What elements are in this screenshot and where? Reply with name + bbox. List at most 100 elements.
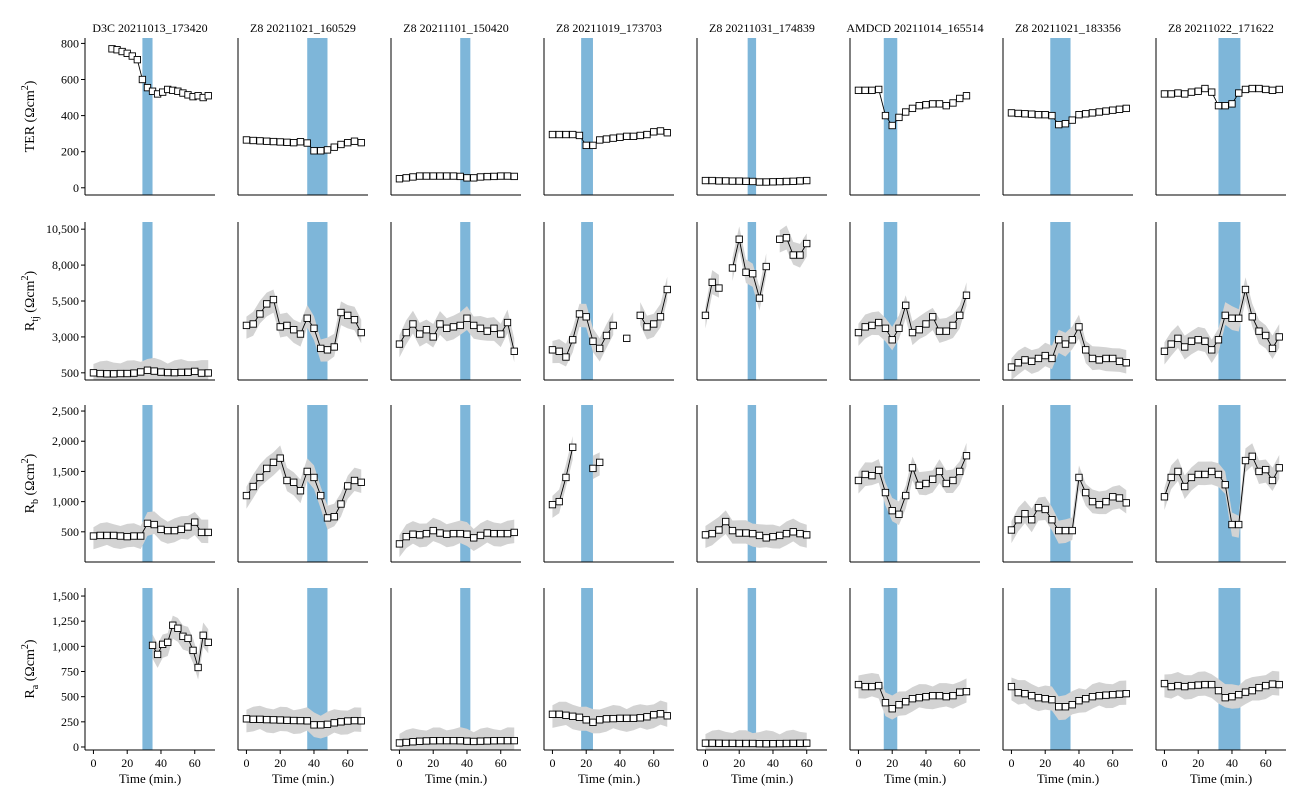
stimulus-band (460, 588, 471, 750)
data-point (1208, 467, 1216, 476)
data-point (303, 467, 311, 476)
data-point (888, 121, 896, 130)
data-point (701, 739, 710, 747)
y-axis-label-Rb: Rb (Ωcm2) (20, 453, 41, 513)
data-point (296, 138, 305, 146)
data-point (395, 739, 404, 747)
data-point (463, 530, 471, 538)
data-point (1055, 120, 1063, 129)
data-point (868, 86, 876, 94)
data-point (256, 310, 264, 318)
data-point (1109, 354, 1117, 363)
data-point (395, 540, 404, 548)
data-point (728, 739, 737, 748)
data-point (137, 532, 145, 540)
data-point (1115, 494, 1124, 502)
data-point (915, 326, 923, 334)
data-point (861, 323, 869, 331)
data-point (1088, 693, 1097, 701)
column-title: Z8 20211022_171622 (1168, 21, 1274, 35)
y-label-main: TER (Ωcm (23, 90, 38, 152)
data-point (194, 663, 202, 672)
y-tick-label: 1,000 (52, 495, 79, 509)
x-tick-label: 40 (920, 756, 932, 770)
data-point (1095, 500, 1103, 509)
data-point (701, 531, 710, 539)
data-point (1262, 465, 1270, 474)
data-point (881, 488, 890, 497)
data-point (715, 177, 723, 185)
y-label-sup: 2 (20, 276, 31, 281)
data-point (344, 482, 352, 490)
data-point (344, 311, 352, 320)
data-point (1095, 356, 1103, 364)
data-point (1221, 311, 1229, 320)
data-point (1181, 682, 1189, 691)
stimulus-band (142, 588, 153, 750)
data-point (1262, 85, 1270, 94)
x-axis-label: Time (min.) (1037, 771, 1099, 786)
data-point (263, 137, 271, 145)
data-point (762, 740, 770, 748)
data-point (1122, 359, 1130, 367)
data-point (1021, 510, 1029, 518)
panel-TER-2 (390, 38, 521, 196)
data-point (962, 452, 971, 460)
data-point (1214, 336, 1223, 344)
data-point (283, 138, 291, 146)
data-point (402, 532, 410, 541)
data-point (949, 476, 957, 485)
data-point (1255, 467, 1263, 476)
data-point (1082, 346, 1090, 354)
y-tick-label: 2,500 (52, 404, 79, 418)
data-point (776, 235, 784, 243)
data-point (728, 177, 737, 185)
data-point (956, 311, 964, 320)
y-label-sub: tj (30, 316, 41, 322)
stimulus-band (1218, 222, 1241, 380)
column-title: D3C 20211013_173420 (92, 21, 207, 35)
data-point (1228, 100, 1236, 108)
x-tick-label: 0 (549, 756, 555, 770)
x-tick-label: 20 (1192, 756, 1204, 770)
x-axis-label: Time (min.) (119, 771, 181, 786)
x-tick-label: 0 (702, 756, 708, 770)
data-point (596, 136, 604, 144)
data-point (1194, 470, 1202, 479)
data-point (1167, 473, 1175, 482)
y-label-sup: 2 (20, 458, 31, 463)
data-point (150, 520, 158, 529)
data-point (1201, 470, 1209, 479)
data-point (402, 738, 410, 747)
data-point (395, 340, 404, 348)
data-point (789, 251, 797, 259)
x-tick-label: 0 (1008, 756, 1014, 770)
x-tick-label: 40 (1226, 756, 1238, 770)
data-point (497, 172, 505, 180)
data-point (1268, 344, 1277, 353)
x-tick-label: 60 (954, 756, 966, 770)
y-tick-label: 8,000 (52, 258, 79, 272)
data-point (242, 715, 251, 723)
data-point (1095, 692, 1103, 700)
panel-TER-3 (543, 38, 674, 196)
data-point (116, 369, 125, 378)
data-point (357, 328, 365, 337)
y-label-sub: a (30, 684, 41, 689)
data-point (1109, 493, 1117, 501)
data-point (728, 264, 737, 272)
data-point (497, 330, 505, 338)
data-point (143, 366, 152, 374)
data-point (283, 476, 291, 485)
panel-Ra-0: 0 250 500 750 1,000 1,250 1,500 0 20 40 60 Time (mi… (52, 588, 215, 786)
data-point (476, 173, 485, 181)
data-point (1102, 107, 1110, 115)
data-point (276, 323, 284, 331)
data-point (422, 529, 431, 538)
data-point (357, 478, 365, 486)
stimulus-band (581, 588, 593, 750)
data-point (290, 478, 298, 486)
data-point (1014, 109, 1022, 118)
data-point (868, 472, 876, 480)
